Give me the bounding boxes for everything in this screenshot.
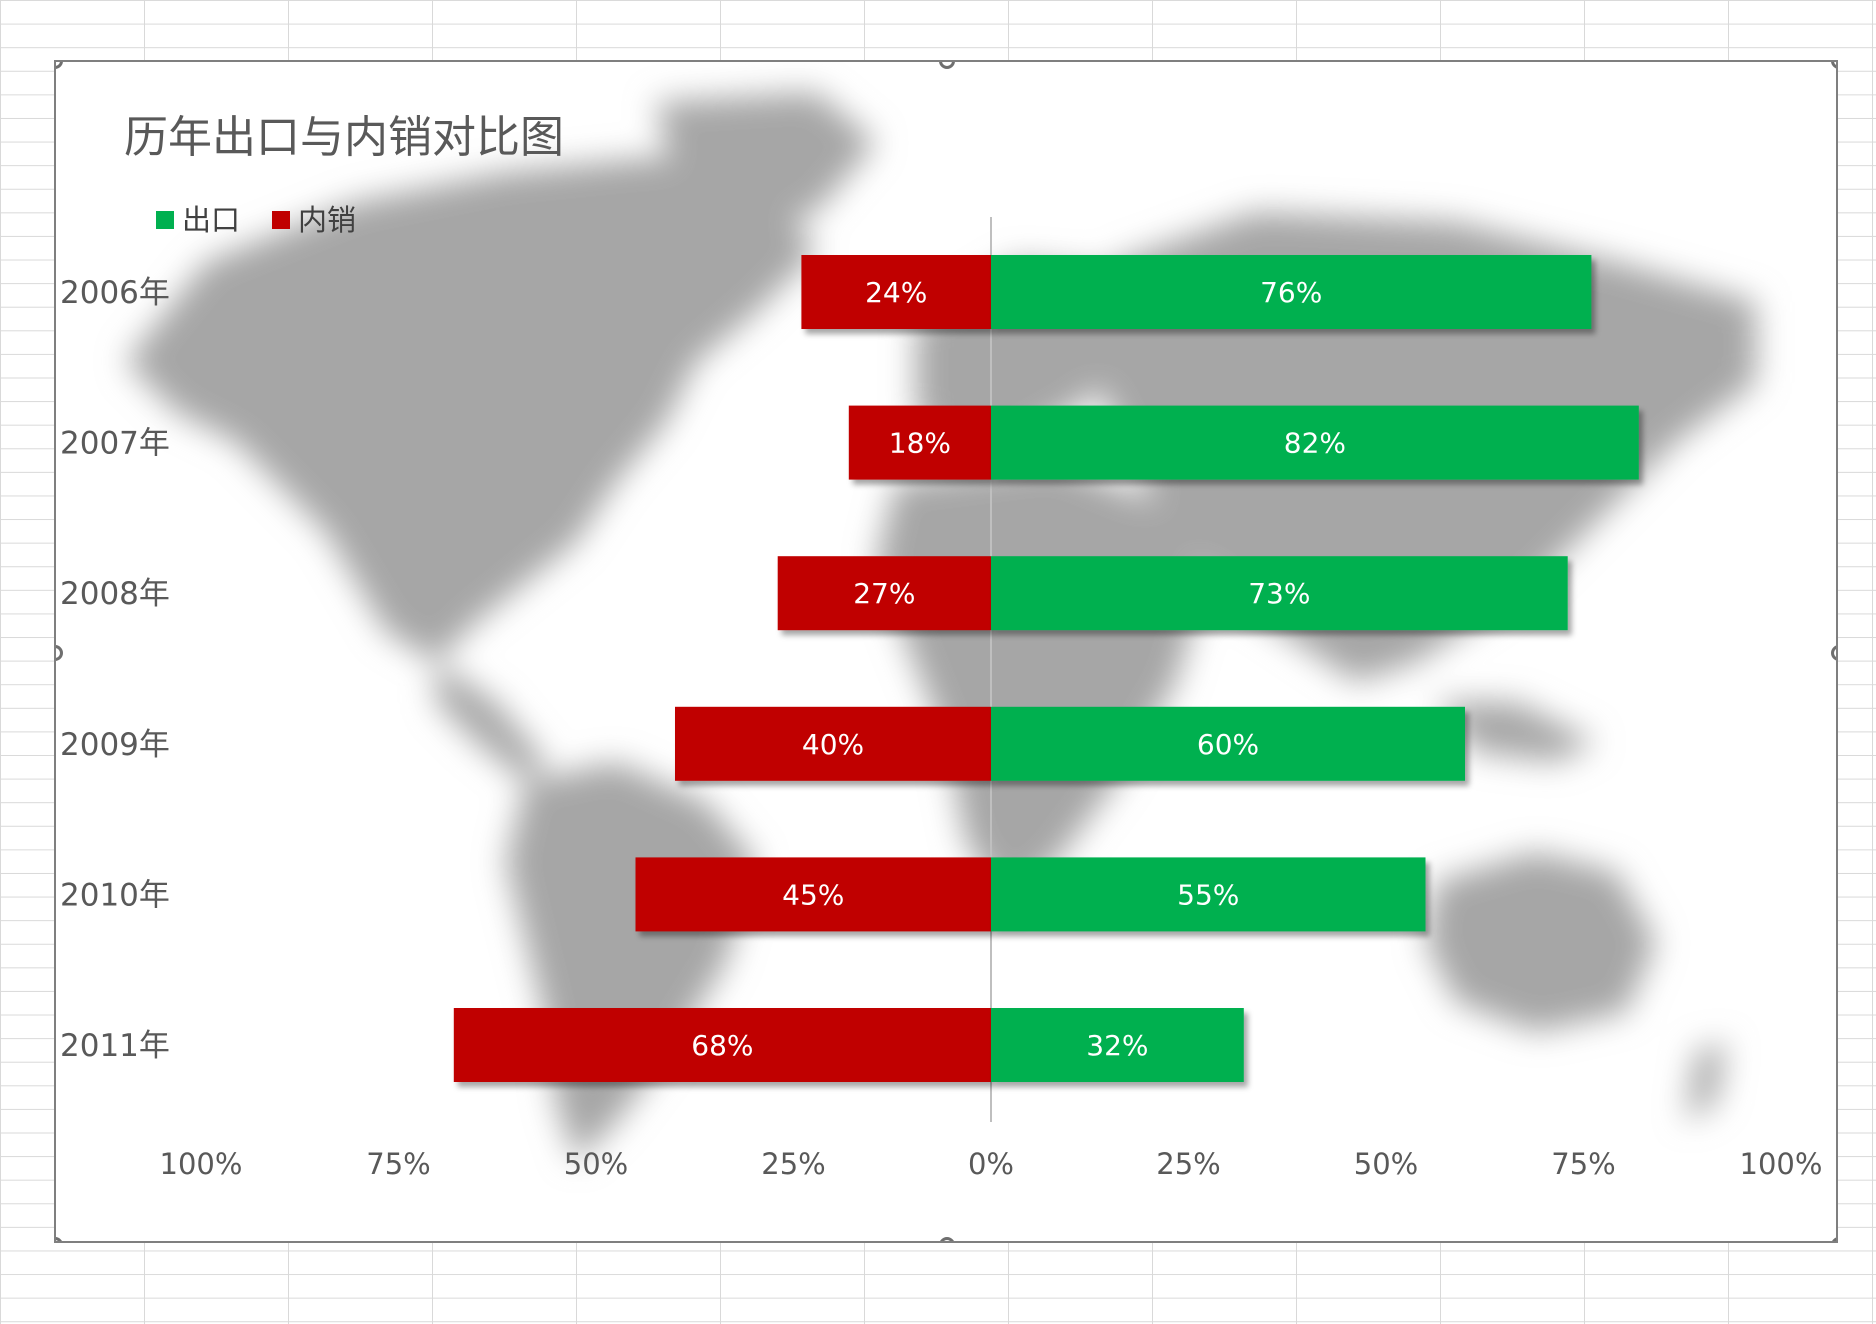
- data-label-export: 82%: [1284, 427, 1346, 460]
- data-label-domestic: 68%: [691, 1029, 753, 1062]
- value-axis: 100% 75% 50% 25% 0% 25% 50% 75% 100%: [160, 1147, 1823, 1181]
- x-tick-label: 75%: [366, 1147, 430, 1181]
- data-label-export: 55%: [1177, 878, 1239, 911]
- legend-swatch-domestic: [272, 211, 290, 229]
- legend-label-export: 出口: [182, 203, 240, 237]
- x-tick-label: 25%: [761, 1147, 825, 1181]
- x-tick-label: 100%: [160, 1147, 243, 1181]
- x-tick-label: 50%: [564, 1147, 628, 1181]
- data-label-export: 73%: [1248, 577, 1310, 610]
- category-label: 2007年: [60, 426, 170, 462]
- chart-area[interactable]: 历年出口与内销对比图 出口 内销 24% 76% 18% 82% 27% 73% 40% 60…: [54, 60, 1838, 1243]
- category-label: 2008年: [60, 576, 170, 612]
- chart-title: 历年出口与内销对比图: [124, 112, 564, 163]
- x-tick-label: 50%: [1354, 1147, 1418, 1181]
- x-tick-label: 100%: [1740, 1147, 1823, 1181]
- data-label-domestic: 18%: [889, 427, 951, 460]
- data-label-domestic: 24%: [865, 276, 927, 309]
- category-label: 2010年: [60, 877, 170, 913]
- x-tick-label: 0%: [968, 1147, 1014, 1181]
- category-label: 2009年: [60, 727, 170, 763]
- data-label-export: 32%: [1086, 1029, 1148, 1062]
- category-axis: 2006年 2007年 2008年 2009年 2010年 2011年: [60, 275, 170, 1064]
- x-tick-label: 75%: [1551, 1147, 1615, 1181]
- legend-swatch-export: [156, 211, 174, 229]
- x-tick-label: 25%: [1156, 1147, 1220, 1181]
- data-label-domestic: 40%: [802, 728, 864, 761]
- data-label-domestic: 27%: [853, 577, 915, 610]
- legend-label-domestic: 内销: [298, 203, 356, 237]
- data-label-domestic: 45%: [782, 878, 844, 911]
- category-label: 2006年: [60, 275, 170, 311]
- category-label: 2011年: [60, 1028, 170, 1064]
- data-label-export: 76%: [1260, 276, 1322, 309]
- legend: 出口 内销: [156, 203, 356, 237]
- data-label-export: 60%: [1197, 728, 1259, 761]
- chart-canvas: 历年出口与内销对比图 出口 内销 24% 76% 18% 82% 27% 73% 40% 60…: [56, 62, 1838, 1243]
